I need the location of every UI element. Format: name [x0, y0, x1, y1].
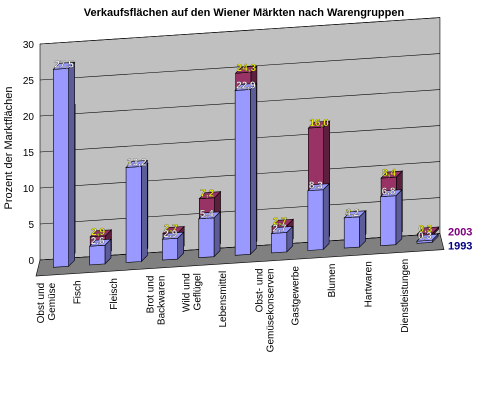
bar-side	[213, 211, 221, 258]
bar-1993-0: 27,5	[52, 59, 76, 268]
x-tick-label: Brot undBackwaren	[145, 276, 167, 325]
bar-top	[198, 211, 221, 220]
data-label: 0,3	[418, 224, 432, 235]
bar-top	[271, 218, 295, 227]
bar-side	[322, 183, 330, 251]
data-label: 6,8	[382, 187, 396, 198]
y-tick-label: 20	[23, 112, 35, 123]
bar-1993-2: 13,2	[125, 157, 149, 263]
data-label: 7,2	[200, 189, 214, 200]
gridline	[39, 17, 440, 45]
bar-top	[307, 183, 330, 192]
x-tick-label: Obst- undGemüsekonserven	[254, 268, 276, 352]
bar-side	[141, 159, 148, 263]
data-label: 5,4	[200, 209, 214, 220]
bar-front	[53, 67, 69, 268]
data-label: 2,7	[273, 223, 287, 234]
bar-top	[234, 65, 258, 74]
bar-1993-8: 4,2	[343, 208, 367, 249]
bar-1993-3: 2,9	[161, 229, 185, 261]
bar-top	[89, 229, 113, 238]
bar-top	[379, 189, 403, 198]
bar-top	[416, 233, 439, 242]
bar-front	[271, 232, 288, 254]
x-tick-label: Fleisch	[109, 278, 120, 310]
y-tick-label: 0	[28, 256, 34, 267]
bar-1993-1: 2,6	[88, 236, 112, 266]
data-label: 0,3	[418, 231, 432, 242]
y-tick-label: 5	[28, 220, 34, 231]
bar-1993-7: 8,3	[307, 181, 330, 251]
y-tick-label: 15	[23, 148, 35, 159]
series-label-2003: 2003	[448, 227, 472, 239]
bar-front	[89, 244, 106, 266]
bar-top	[380, 170, 404, 179]
bar-top	[52, 61, 76, 70]
bar-front	[125, 166, 142, 263]
bar-side	[68, 61, 75, 268]
bar-top	[416, 226, 440, 235]
bar-front	[380, 195, 397, 247]
data-label: 8,4	[382, 168, 396, 179]
y-tick-label: 10	[23, 184, 35, 195]
chart-title: Verkaufsflächen auf den Wiener Märkten n…	[84, 7, 405, 19]
data-label: 27,5	[54, 59, 74, 70]
x-tick-label: Obst undGemüse	[36, 282, 58, 323]
data-label: 13,2	[127, 157, 147, 168]
bar-1993-6: 2,7	[270, 223, 294, 254]
data-label: 2,9	[163, 229, 177, 240]
bar-1993-10: 0,3	[416, 231, 439, 244]
bar-1993-5: 22,9	[234, 80, 258, 256]
bar-1993-9: 6,8	[379, 187, 403, 247]
bar-top	[270, 226, 294, 234]
data-label: 16,0	[309, 118, 329, 129]
bar-top	[161, 231, 185, 240]
bar-top	[234, 83, 258, 91]
data-label: 2,7	[164, 223, 178, 234]
series-label-1993: 1993	[448, 241, 472, 253]
x-tick-label: Dienstleistungen	[400, 259, 411, 333]
data-label: 2,9	[91, 227, 105, 238]
x-tick-label: Lebensmittel	[218, 271, 229, 328]
data-label: 22,9	[236, 80, 256, 91]
bar-top	[343, 210, 367, 219]
bar-side	[250, 82, 257, 256]
y-tick-label: 25	[23, 76, 35, 87]
bar-top	[198, 191, 222, 200]
gridline	[39, 53, 440, 81]
data-label: 4,2	[345, 208, 359, 219]
plot-area: 0 5 10 15 20 25 30 Obst undGemüse Fisch Fleisch Br…	[23, 17, 472, 352]
bar-1993-4: 5,4	[198, 209, 221, 259]
bar-2003-10: 0,3	[416, 224, 440, 237]
data-label: 24,3	[237, 63, 257, 74]
y-tick-label: 30	[23, 40, 35, 51]
bar-front	[162, 237, 178, 261]
data-label: 2,6	[91, 236, 105, 247]
bar-top	[125, 160, 149, 168]
bar-front	[198, 217, 215, 259]
bar-top	[307, 120, 331, 129]
x-tick-label: Hartwaren	[363, 261, 374, 307]
bar-side	[395, 189, 403, 246]
bar-front	[234, 89, 251, 256]
x-tick-label: Gastgewerbe	[291, 266, 302, 326]
bar-front	[343, 216, 360, 249]
x-tick-label: Wild undGeflügel	[182, 273, 204, 312]
y-axis-label: Prozent der Marktflächen	[3, 87, 15, 210]
data-label: 2,7	[273, 216, 287, 227]
data-label: 8,3	[309, 181, 323, 192]
x-tick-label: Fisch	[73, 280, 84, 304]
x-tick-label: Blumen	[327, 264, 338, 298]
bar-front	[307, 189, 324, 251]
bar-top	[88, 238, 112, 247]
